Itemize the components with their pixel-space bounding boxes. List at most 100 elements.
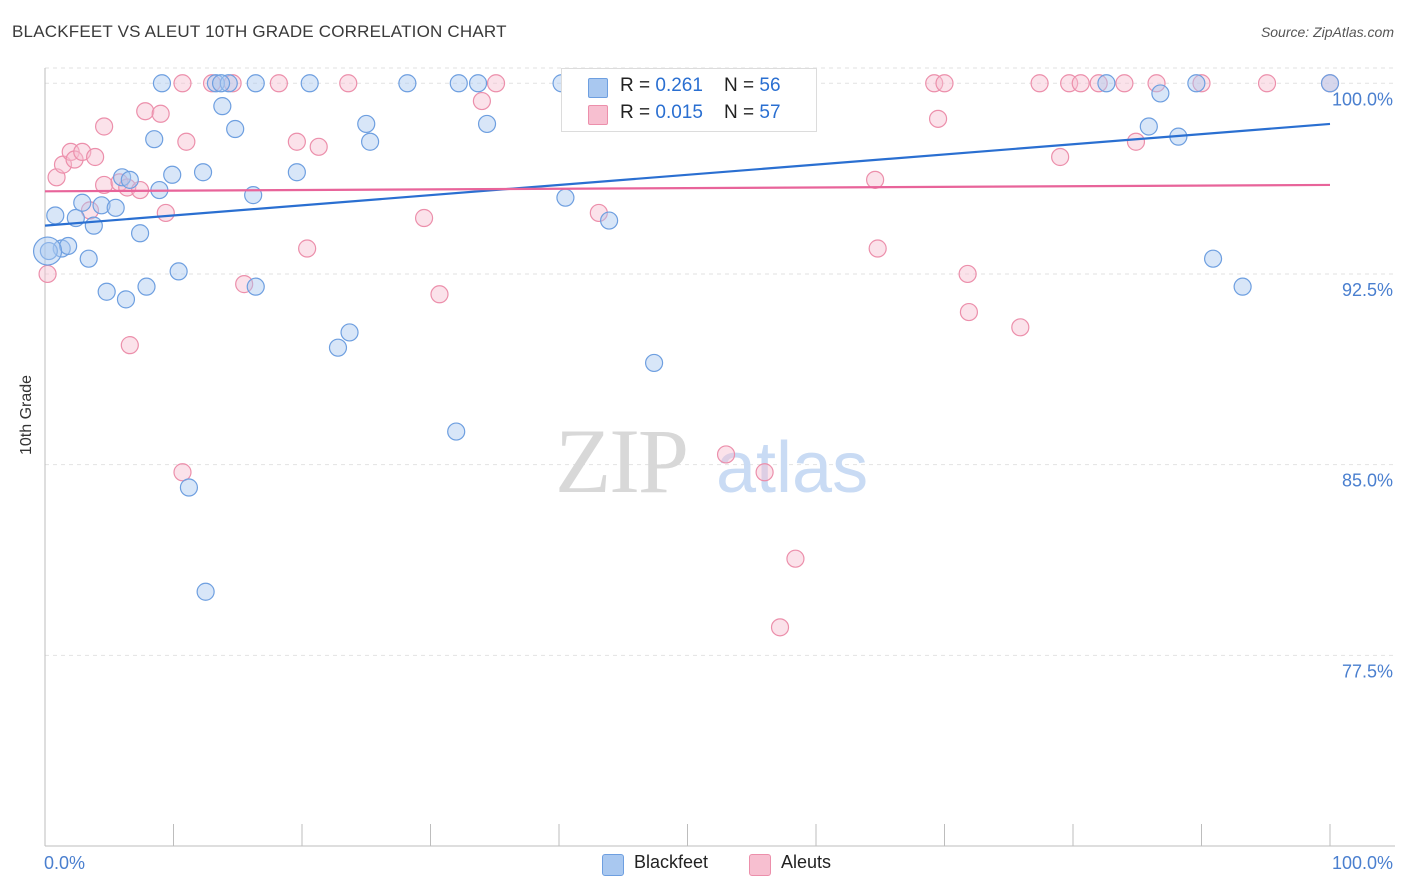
aleuts-point (38, 264, 57, 284)
blackfeet-point (163, 165, 182, 184)
blackfeet-point (213, 97, 232, 116)
aleuts-points (38, 74, 1340, 637)
chart-title: BLACKFEET VS ALEUT 10TH GRADE CORRELATIO… (12, 22, 507, 41)
grid-lines (45, 67, 1395, 656)
aleuts-point (65, 150, 84, 169)
svg-text:ZIP: ZIP (555, 410, 687, 512)
legend-n-label: N = (724, 102, 760, 123)
axes (44, 68, 1395, 847)
aleuts-point (1115, 74, 1134, 93)
tick-labels: 77.5% 85.0% 92.5% 100.0% 0.0% 100.0% (44, 89, 1393, 873)
legend-n-label: N = (724, 75, 760, 96)
aleuts-point (287, 132, 306, 151)
blackfeet-point (196, 582, 215, 601)
aleuts-point (1030, 74, 1049, 93)
aleuts-point (414, 208, 434, 228)
blackfeet-legend-swatch (602, 854, 624, 876)
y-tick-label: 100.0% (1332, 89, 1393, 109)
blackfeet-point (361, 132, 380, 151)
aleuts-point (235, 275, 254, 294)
aleuts-point (770, 618, 790, 637)
aleuts-point (755, 463, 774, 482)
blackfeet-point (116, 290, 136, 309)
blackfeet-point (46, 206, 65, 225)
aleuts-point (339, 74, 358, 93)
source-label: Source: ZipAtlas.com (1260, 24, 1394, 40)
aleuts-point (95, 117, 114, 136)
blackfeet-point (226, 119, 245, 139)
legend-r-value: 0.015 (655, 102, 703, 123)
blackfeet-point (1203, 249, 1223, 268)
aleuts-point (173, 463, 192, 482)
blackfeet-point (106, 198, 125, 217)
y-tick-label: 85.0% (1342, 471, 1393, 491)
blackfeet-point (300, 74, 319, 93)
blackfeet-point (600, 211, 619, 230)
blackfeet-point (193, 163, 213, 182)
blackfeet-point (246, 74, 265, 93)
blackfeet-point (1151, 84, 1170, 103)
blackfeet-point (449, 74, 468, 93)
blackfeet-point (152, 74, 172, 93)
blackfeet-point (39, 241, 58, 261)
aleuts-point (173, 74, 192, 93)
legend-n-value: 56 (759, 75, 781, 96)
blackfeet-point (556, 188, 575, 207)
blackfeet-point (73, 193, 92, 212)
aleuts-point (86, 147, 105, 167)
blackfeet-point (32, 236, 63, 266)
blackfeet-point (59, 236, 78, 256)
blackfeet-point (1233, 277, 1252, 296)
aleuts-point (589, 203, 608, 223)
blackfeet-point (84, 216, 103, 235)
aleuts-point (1147, 74, 1166, 93)
trend-lines (44, 122, 1331, 227)
blackfeet-legend-label: Blackfeet (634, 852, 709, 872)
blackfeet-point (137, 277, 156, 296)
blackfeet-point (357, 114, 376, 134)
legend-n-value: 57 (759, 102, 781, 123)
y-tick-label: 92.5% (1342, 280, 1393, 300)
blackfeet-point (206, 74, 226, 93)
aleuts-point (959, 302, 979, 322)
blackfeet-point (92, 196, 111, 215)
aleuts-point (935, 74, 954, 93)
aleuts-point (1192, 74, 1211, 93)
x-tick-label: 0.0% (44, 853, 85, 873)
aleuts-point (928, 109, 948, 128)
legend-r-value: 0.261 (655, 75, 703, 96)
blackfeet-point (79, 249, 98, 268)
aleuts-point (151, 104, 170, 123)
blackfeet-points (32, 74, 1340, 601)
blackfeet-point (328, 338, 348, 357)
aleuts-swatch (588, 105, 608, 125)
legend-r-label: R = (620, 102, 656, 123)
y-tick-label: 77.5% (1342, 661, 1393, 681)
blackfeet-point (447, 422, 466, 441)
aleuts-legend-label: Aleuts (781, 852, 832, 872)
aleuts-point (269, 74, 288, 93)
aleuts-point (716, 445, 736, 464)
aleuts-point (1011, 318, 1030, 337)
stats-legend: R = 0.261 N = 56 R = 0.015 N = 57 (561, 68, 817, 132)
blackfeet-point (398, 74, 417, 93)
watermark: ZIP atlas (555, 410, 868, 512)
aleuts-point (958, 264, 977, 284)
blackfeet-point (287, 163, 306, 182)
blackfeet-point (1097, 74, 1116, 93)
blackfeet-point (1139, 117, 1158, 136)
blackfeet-swatch (588, 78, 608, 98)
aleuts-point (472, 91, 491, 111)
aleuts-point (1071, 74, 1090, 93)
blackfeet-point (1187, 74, 1206, 93)
blackfeet-point (130, 224, 150, 243)
blackfeet-point (246, 277, 265, 296)
aleuts-point (868, 239, 887, 258)
y-axis-label: 10th Grade (18, 374, 35, 455)
aleuts-point (136, 102, 155, 121)
aleuts-point (430, 285, 449, 304)
aleuts-point (156, 203, 175, 223)
legend-r-label: R = (620, 75, 656, 96)
aleuts-point (786, 549, 805, 568)
blackfeet-trend-line (44, 122, 1331, 227)
